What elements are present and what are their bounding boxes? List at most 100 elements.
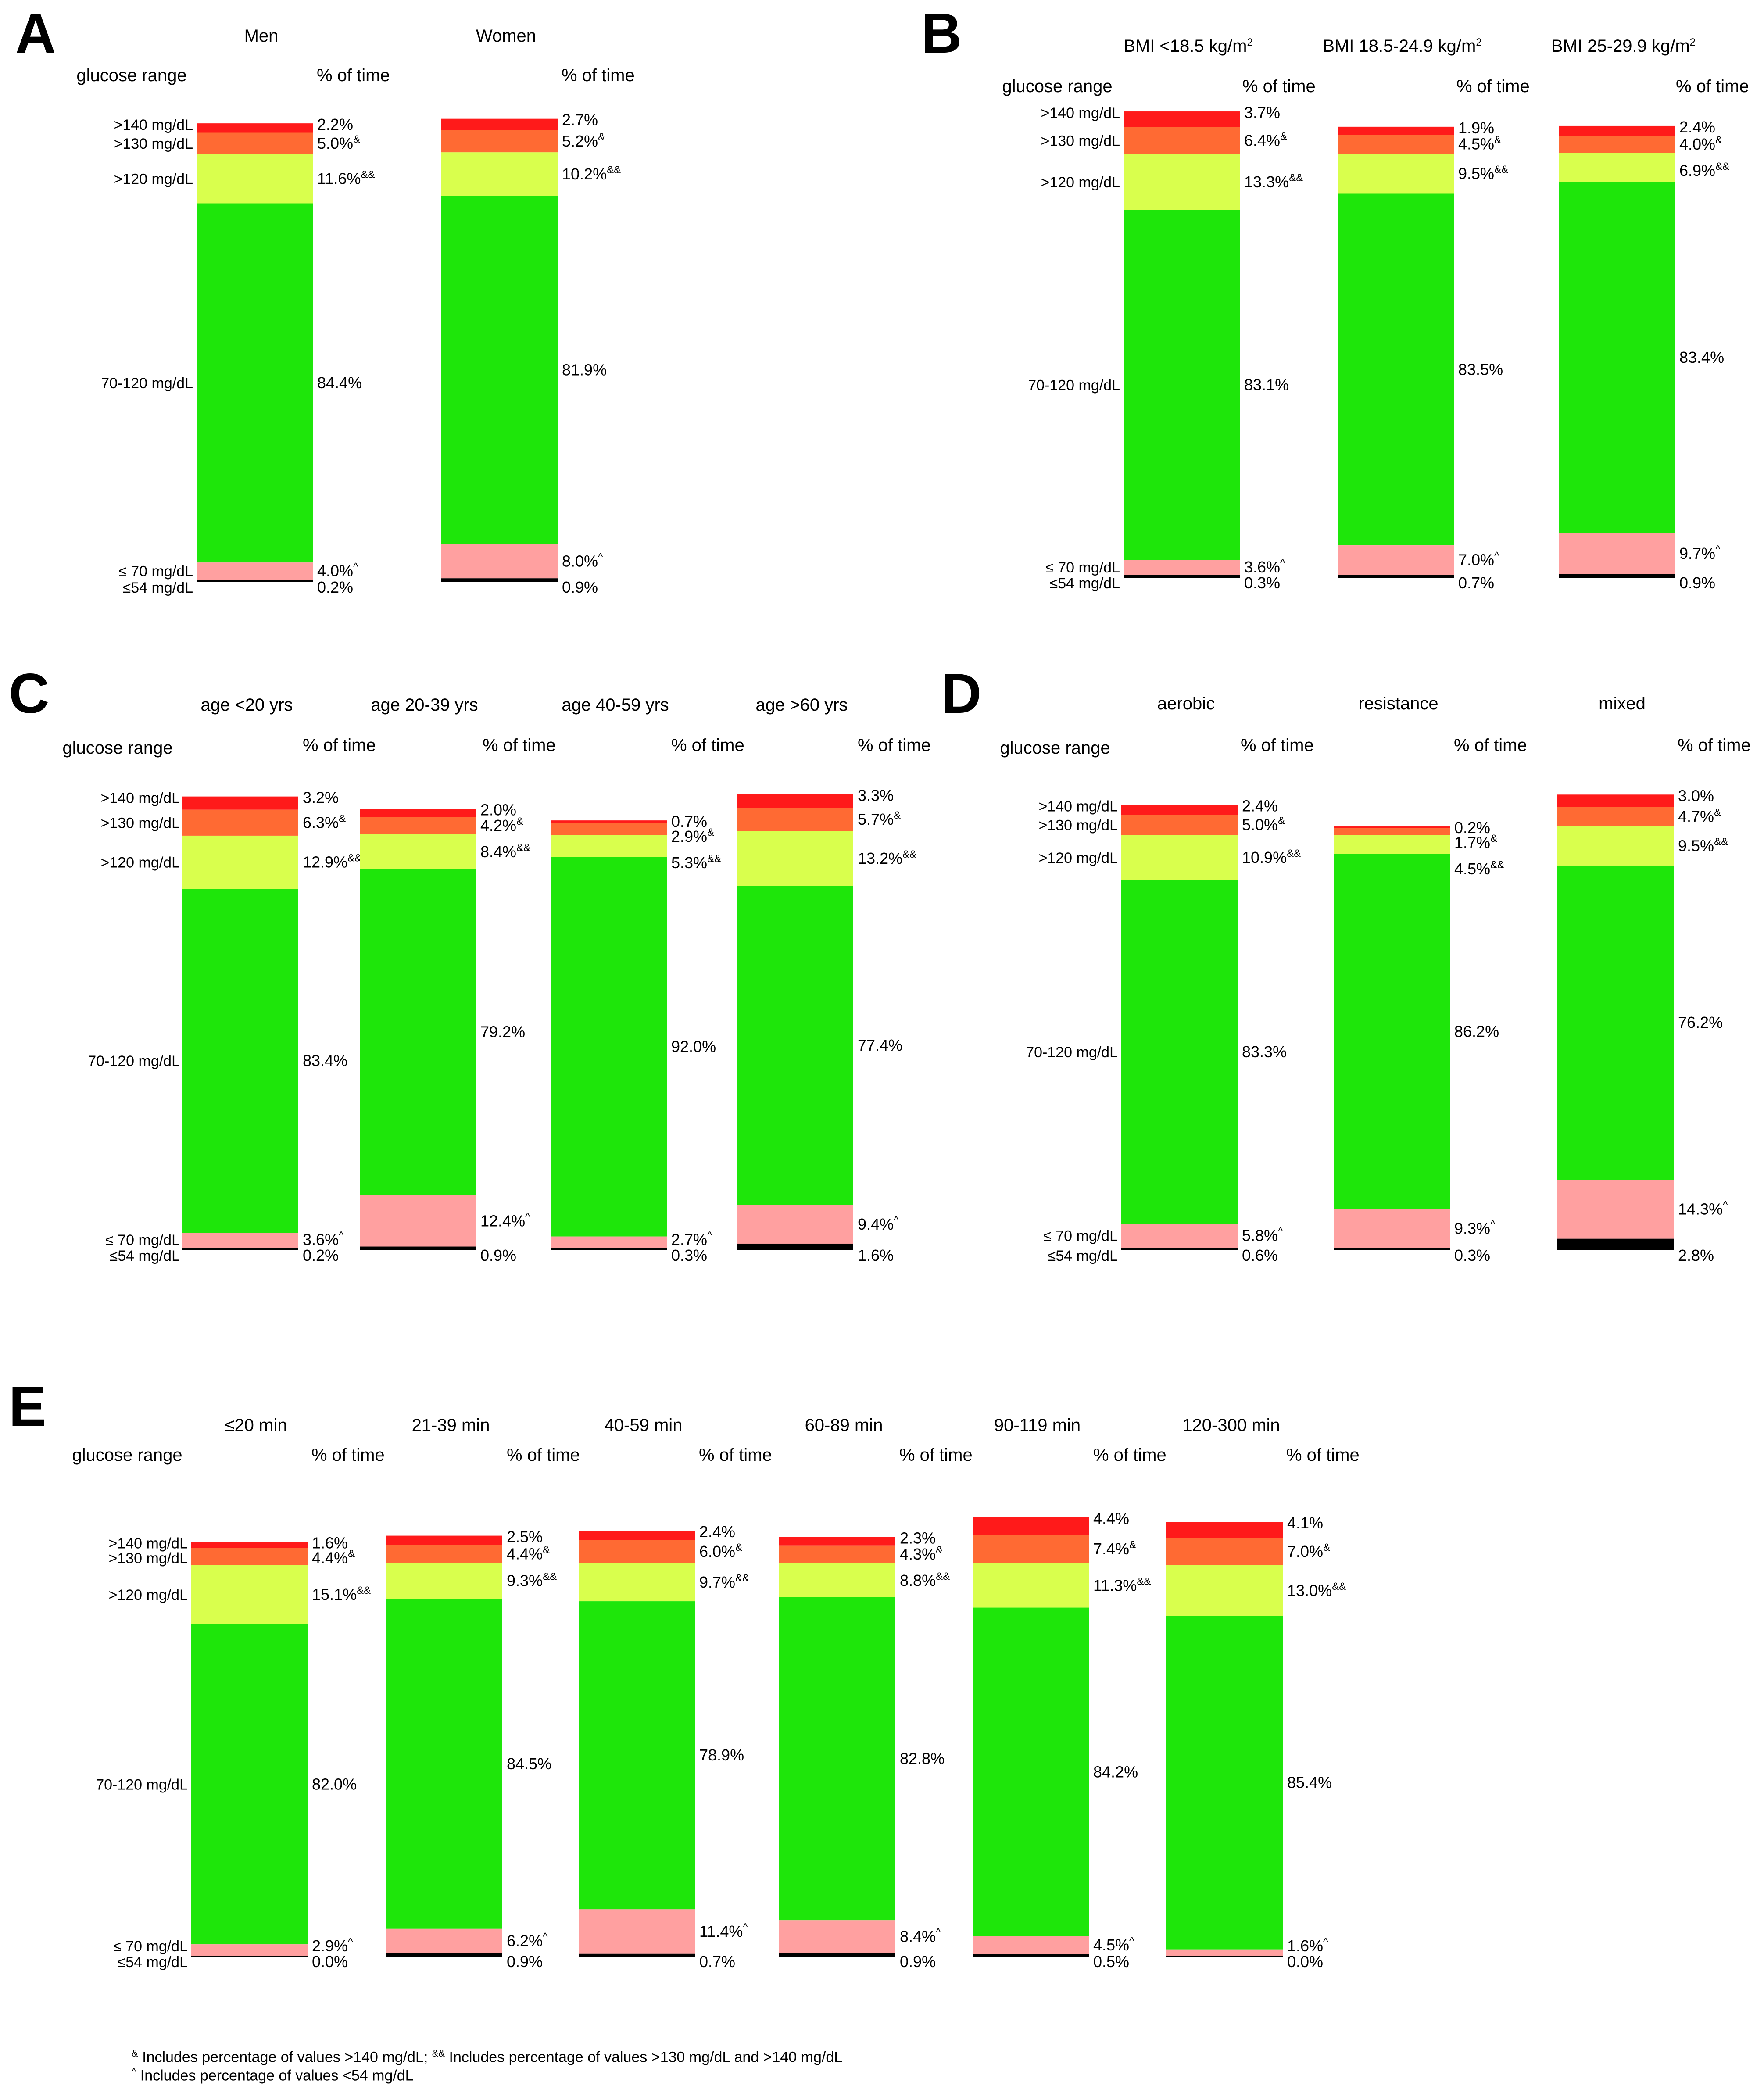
bar-title: age <20 yrs (200, 695, 293, 715)
panel-letter: B (921, 2, 962, 65)
below-54-segment (1557, 1238, 1674, 1250)
130-140-segment (1166, 1538, 1283, 1565)
value-label: 9.7%^ (1679, 544, 1721, 562)
130-140-segment (1338, 135, 1454, 154)
category-label: 70-120 mg/dL (101, 375, 193, 392)
value-label: 83.5% (1458, 360, 1503, 378)
category-label: ≤ 70 mg/dL (118, 563, 193, 580)
value-label: 4.0%^ (317, 561, 358, 580)
bar-1: age <20 yrs % of time 3.2% 6.3%& 12.9%&& 83.4… (182, 695, 376, 1264)
value-label: 11.3%&& (1093, 1575, 1151, 1594)
bar-title: age 40-59 yrs (562, 695, 669, 715)
pct-time-header: % of time (899, 1445, 973, 1465)
value-label: 10.2%&& (562, 164, 621, 183)
value-label: 3.3% (858, 786, 894, 804)
130-140-segment (386, 1545, 502, 1563)
value-label: 8.8%&& (900, 1571, 950, 1589)
value-label: 6.2%^ (507, 1931, 548, 1950)
in-range-segment (1334, 854, 1450, 1209)
below-54-segment (579, 1953, 695, 1957)
bar-title: Men (244, 26, 279, 46)
in-range-segment (386, 1599, 502, 1929)
value-label: 0.9% (900, 1953, 936, 1971)
below-70-segment (386, 1928, 502, 1953)
130-140-segment (191, 1548, 308, 1565)
below-54-segment (360, 1246, 476, 1250)
below-70-segment (1334, 1209, 1450, 1248)
below-54-segment (973, 1954, 1089, 1957)
above-140-segment (191, 1542, 308, 1548)
value-label: 1.7%& (1454, 833, 1497, 851)
in-range-segment (441, 196, 558, 544)
130-140-segment (1121, 815, 1238, 835)
value-label: 13.2%&& (858, 848, 916, 867)
glucose-range-label: glucose range (72, 1445, 182, 1465)
in-range-segment (737, 886, 853, 1205)
value-label: 14.3%^ (1678, 1199, 1728, 1218)
value-label: 83.1% (1244, 376, 1289, 394)
130-140-segment (737, 808, 853, 831)
value-label: 12.4%^ (480, 1211, 530, 1230)
120-130-segment (1121, 835, 1238, 880)
below-70-segment (579, 1909, 695, 1954)
above-140-segment (1338, 126, 1454, 135)
value-label: 82.0% (312, 1775, 357, 1793)
bar-1: Men % of time 2.2%5.0%& 11.6%&& 84.4% 4.0%^0.… (197, 26, 390, 596)
value-label: 2.7%^ (671, 1230, 712, 1249)
in-range-segment (779, 1597, 895, 1921)
value-label: 13.0%&& (1287, 1581, 1346, 1599)
pct-time-header: % of time (311, 1445, 385, 1465)
category-label: >130 mg/dL (1041, 132, 1120, 149)
value-label: 0.3% (1244, 574, 1280, 592)
category-label: ≤54 mg/dL (1048, 1248, 1118, 1264)
above-140-segment (1334, 826, 1450, 829)
category-label: ≤54 mg/dL (118, 1954, 188, 1971)
pct-time-header: % of time (1093, 1445, 1166, 1465)
in-range-segment (1121, 880, 1238, 1224)
below-54-segment (1338, 575, 1454, 578)
bar-3: BMI 25-29.9 kg/m2 % of time 2.4%4.0%& 6.9%&… (1551, 36, 1749, 592)
120-130-segment (360, 834, 476, 869)
value-label: 2.7% (562, 111, 598, 129)
value-label: 0.2% (1454, 819, 1490, 837)
value-label: 0.9% (562, 578, 598, 596)
pct-time-header: % of time (317, 66, 390, 85)
value-label: 9.5%&& (1678, 836, 1728, 855)
120-130-segment (1559, 153, 1675, 182)
value-label: 81.9% (562, 361, 607, 379)
value-label: 7.4%& (1093, 1539, 1136, 1558)
value-label: 2.4% (1679, 118, 1715, 136)
bar-title: 40-59 min (605, 1416, 683, 1435)
category-label: >130 mg/dL (100, 815, 180, 831)
in-range-segment (360, 869, 476, 1195)
pct-time-header: % of time (562, 66, 635, 85)
value-label: 9.4%^ (858, 1214, 899, 1233)
value-label: 1.9% (1458, 119, 1494, 137)
above-140-segment (386, 1535, 502, 1545)
below-54-segment (386, 1953, 502, 1957)
130-140-segment (579, 1540, 695, 1563)
above-140-segment (1121, 805, 1238, 815)
bar-title: BMI 18.5-24.9 kg/m2 (1323, 36, 1481, 56)
bar-title: 120-300 min (1182, 1416, 1280, 1435)
category-label: ≤54 mg/dL (1050, 575, 1120, 592)
value-label: 83.3% (1242, 1043, 1287, 1061)
value-label: 5.8%^ (1242, 1226, 1283, 1245)
below-54-segment (182, 1248, 298, 1250)
above-140-segment (1166, 1522, 1283, 1538)
value-label: 83.4% (1679, 348, 1724, 366)
value-label: 5.3%&& (671, 853, 721, 872)
value-label: 2.5% (507, 1528, 543, 1546)
below-70-segment (182, 1233, 298, 1248)
120-130-segment (191, 1565, 308, 1624)
value-label: 1.6%^ (1287, 1936, 1328, 1955)
below-70-segment (1124, 560, 1240, 575)
category-label: >130 mg/dL (114, 136, 193, 152)
below-54-segment (441, 578, 558, 582)
in-range-segment (1338, 193, 1454, 546)
value-label: 3.7% (1244, 104, 1280, 122)
category-label: >120 mg/dL (114, 171, 193, 187)
below-54-segment (1334, 1248, 1450, 1250)
value-label: 8.4%&& (480, 842, 530, 861)
below-54-segment (737, 1243, 853, 1250)
